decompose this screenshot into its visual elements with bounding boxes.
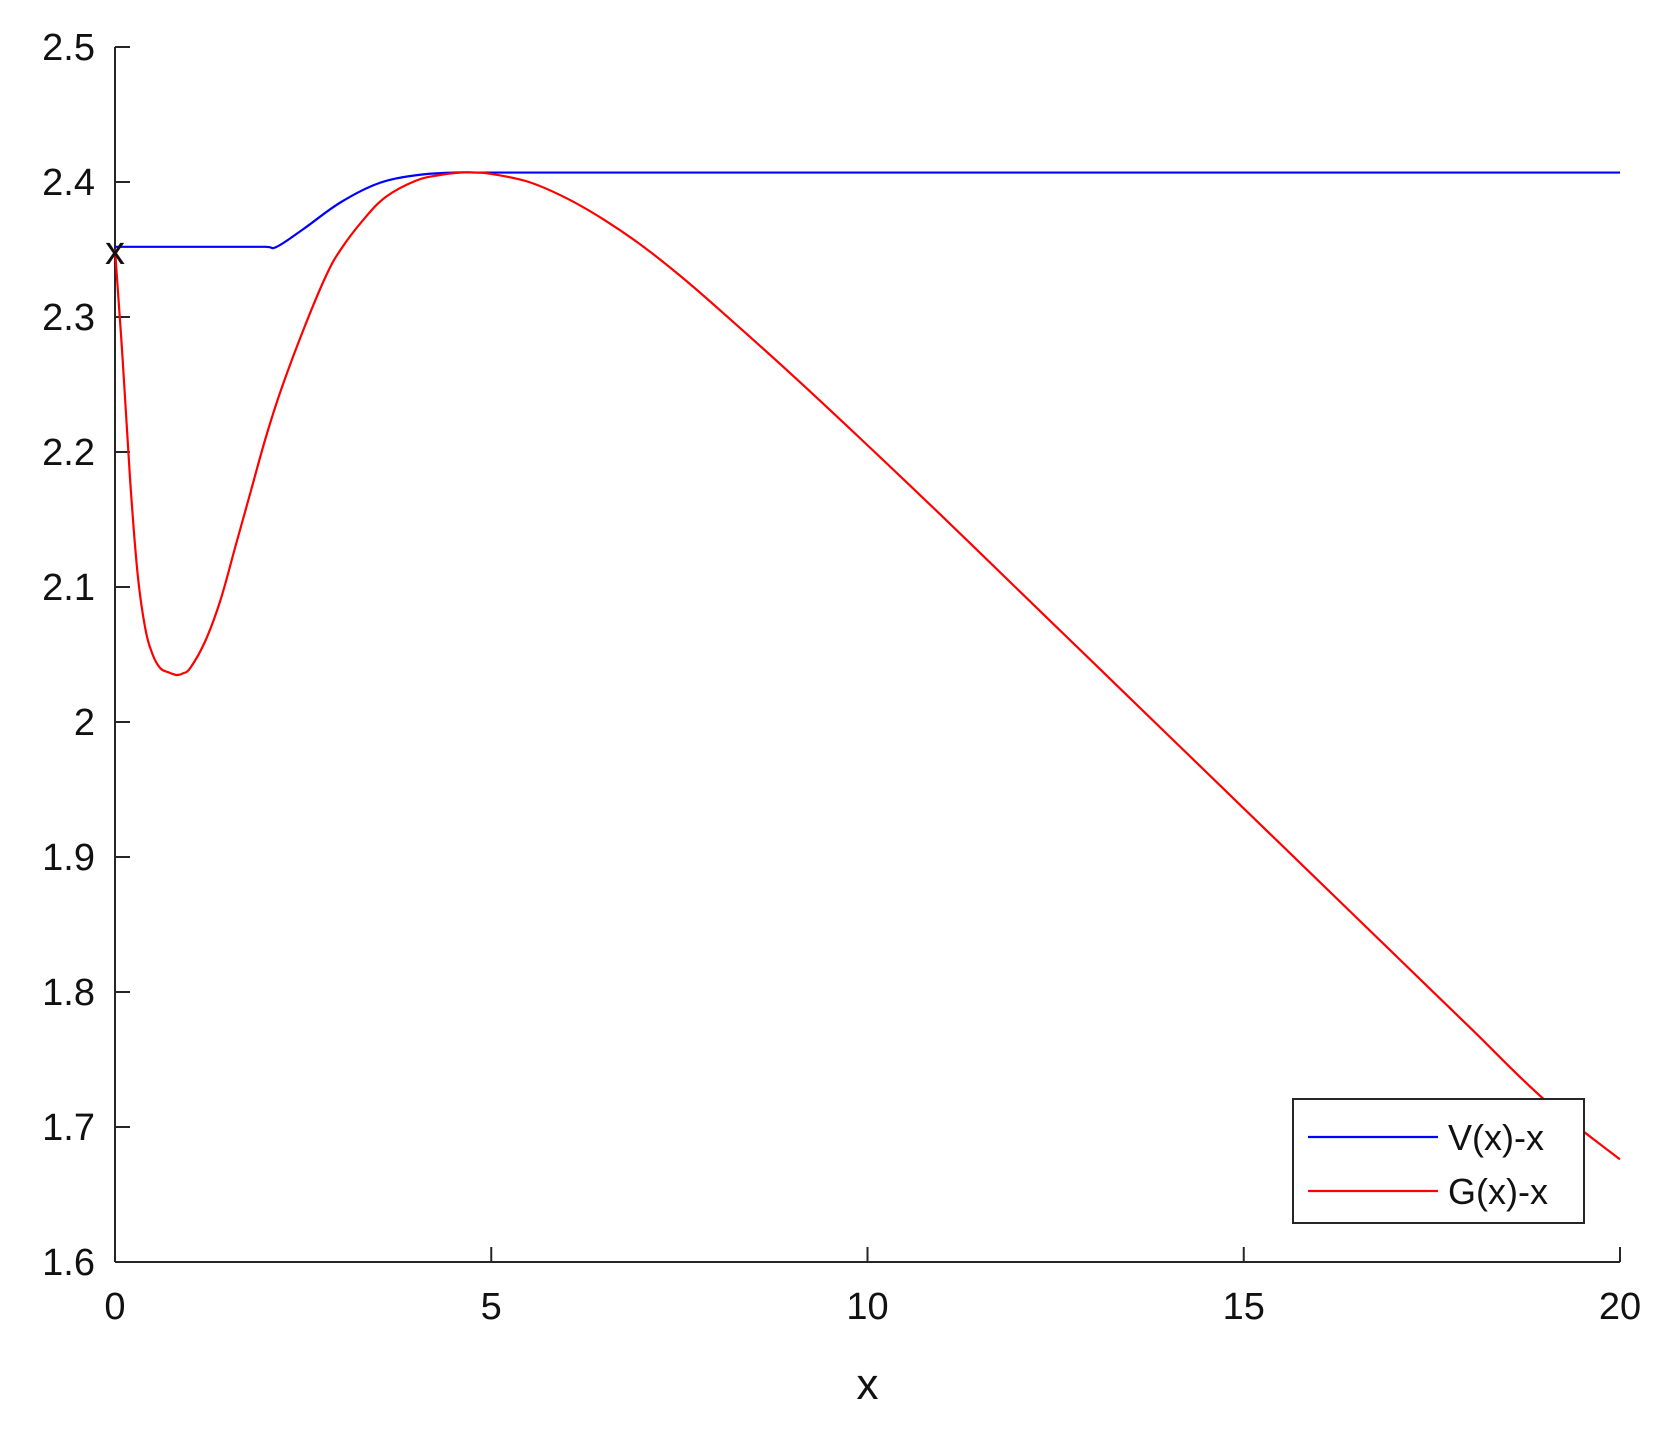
x-tick-label: 15: [1223, 1286, 1265, 1328]
point-marker: x: [105, 229, 125, 273]
legend-box: [1292, 1098, 1585, 1224]
y-tick-label: 2.4: [42, 162, 95, 204]
series-layer: [113, 171, 1621, 1161]
y-tick-label: 2: [74, 702, 95, 744]
series-line-v-minus-x: [114, 171, 1620, 250]
y-tick-label: 1.6: [42, 1242, 95, 1284]
legend-label: G(x)-x: [1448, 1171, 1548, 1212]
series-line-g-minus-x: [113, 171, 1621, 1161]
y-tick-label: 1.8: [42, 972, 95, 1014]
x-tick-label: 5: [481, 1286, 502, 1328]
markers-layer: x: [105, 229, 125, 273]
y-tick-label: 1.9: [42, 837, 95, 879]
axes-layer: 0 5 10 15 20 1.6 1.7 1.8 1.9 2 2.1 2.2 2.3 2.4 2.5 x: [42, 27, 1641, 1409]
y-tick-label: 2.3: [42, 297, 95, 339]
y-tick-label: 2.1: [42, 567, 95, 609]
x-tick-label: 10: [846, 1286, 888, 1328]
x-axis-label: x: [857, 1360, 879, 1409]
x-tick-label: 20: [1599, 1286, 1641, 1328]
y-tick-label: 1.7: [42, 1107, 95, 1149]
y-tick-label: 2.5: [42, 27, 95, 69]
legend: V(x)-x G(x)-x: [1292, 1098, 1585, 1224]
legend-label: V(x)-x: [1448, 1117, 1544, 1158]
y-tick-label: 2.2: [42, 432, 95, 474]
x-tick-label: 0: [104, 1286, 125, 1328]
